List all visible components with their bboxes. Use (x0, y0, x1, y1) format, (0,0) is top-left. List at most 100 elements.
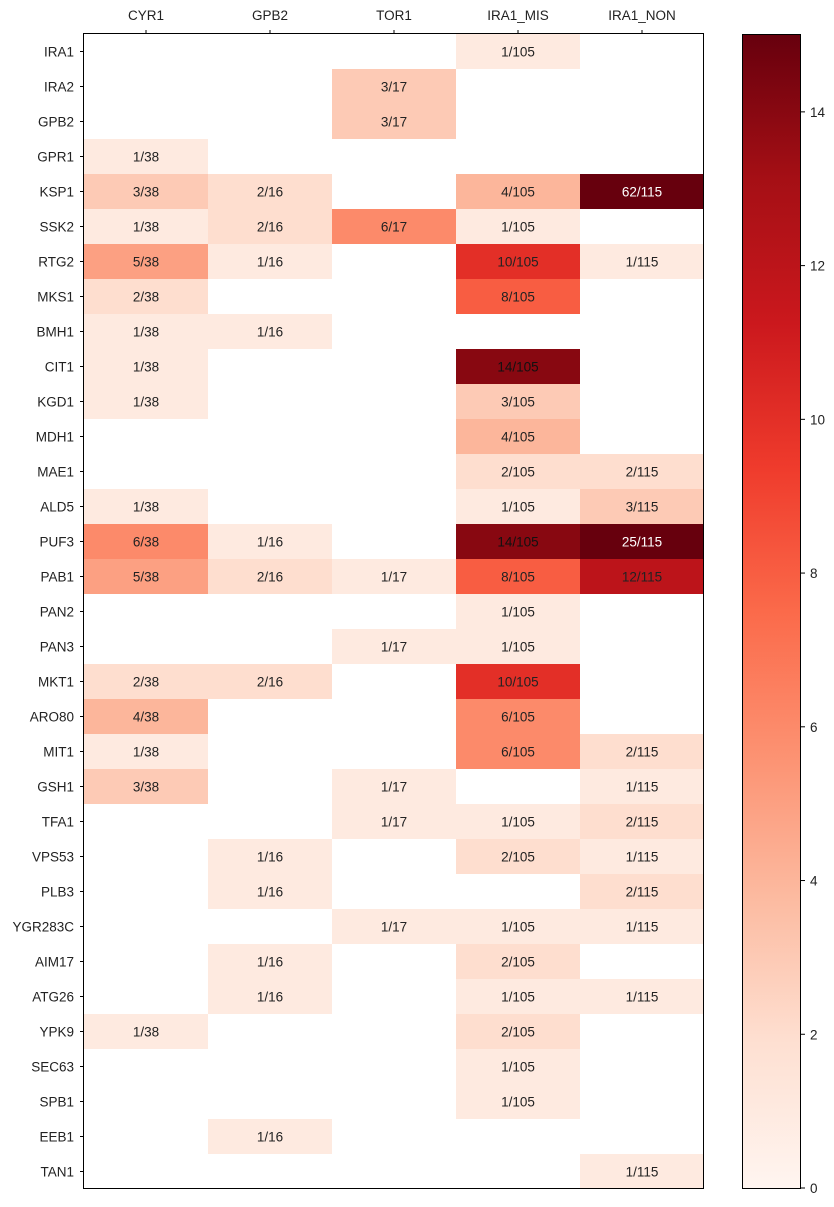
cell-label: 1/17 (381, 815, 407, 830)
cell-label: 1/105 (501, 605, 535, 620)
y-tick-label: ATG26 (32, 990, 74, 1005)
cell-label: 3/105 (501, 395, 535, 410)
cell-label: 1/115 (626, 990, 659, 1005)
x-tick-label: CYR1 (128, 8, 164, 23)
x-tick-label: TOR1 (376, 8, 412, 23)
heatmap-cell (456, 664, 580, 699)
heatmap-cell (84, 664, 208, 699)
heatmap-cell (84, 769, 208, 804)
heatmap-cell (456, 454, 580, 489)
cell-label: 1/16 (257, 955, 283, 970)
cell-label: 25/115 (622, 535, 662, 550)
heatmap-cell (580, 559, 704, 594)
y-tick-label: IRA1 (44, 45, 74, 60)
y-tick-label: VPS53 (32, 850, 74, 865)
y-axis: IRA1 IRA2 GPB2 GPR1 KSP1 SSK2 RTG2 MKS1 BMH1 CIT1… (12, 45, 84, 1180)
y-tick-label: SPB1 (39, 1095, 74, 1110)
y-tick-label: CIT1 (45, 360, 74, 375)
cell-label: 1/105 (501, 920, 535, 935)
heatmap-cell (580, 489, 704, 524)
heatmap-cell (208, 664, 332, 699)
heatmap-cell (456, 1084, 580, 1119)
colorbar-tick-label: 12 (810, 259, 825, 274)
heatmap-cell (208, 944, 332, 979)
y-tick-label: MDH1 (36, 430, 74, 445)
cell-label: 8/105 (501, 290, 535, 305)
heatmap-cell (456, 1049, 580, 1084)
colorbar-tick-label: 6 (810, 720, 818, 735)
y-tick-label: MKT1 (38, 675, 74, 690)
colorbar-ticks: 0 2 4 6 8 10 12 14 (801, 105, 826, 1196)
cell-label: 1/105 (501, 990, 535, 1005)
heatmap-cell (208, 244, 332, 279)
cell-label: 1/17 (381, 780, 407, 795)
cell-label: 1/16 (257, 850, 283, 865)
cell-label: 1/105 (501, 640, 535, 655)
heatmap-cell (208, 839, 332, 874)
heatmap-cell (456, 734, 580, 769)
cell-label: 4/105 (501, 185, 535, 200)
heatmap-cell (208, 524, 332, 559)
y-tick-label: EEB1 (39, 1130, 74, 1145)
x-tick-label: IRA1_NON (608, 8, 676, 23)
heatmap-cell (84, 209, 208, 244)
y-tick-label: PLB3 (41, 885, 74, 900)
y-tick-label: PAN3 (40, 640, 74, 655)
cell-label: 1/16 (257, 990, 283, 1005)
y-tick-label: ALD5 (40, 500, 74, 515)
y-tick-label: MIT1 (43, 745, 74, 760)
cell-label: 3/38 (133, 780, 159, 795)
heatmap-cell (456, 419, 580, 454)
heatmap-cell (456, 629, 580, 664)
y-tick-label: PUF3 (39, 535, 74, 550)
heatmap-cell (456, 699, 580, 734)
heatmap-cell (84, 524, 208, 559)
heatmap-cell (84, 174, 208, 209)
y-tick-label: PAB1 (40, 570, 74, 585)
cell-label: 2/105 (501, 955, 535, 970)
heatmap-cell (84, 139, 208, 174)
heatmap-cell (208, 979, 332, 1014)
y-tick-label: AIM17 (35, 955, 74, 970)
cell-label: 6/38 (133, 535, 159, 550)
cell-label: 1/105 (501, 815, 535, 830)
cell-label: 3/38 (133, 185, 159, 200)
heatmap-cell (580, 174, 704, 209)
heatmap-cell (332, 769, 456, 804)
heatmap-cell (332, 804, 456, 839)
heatmap-cell (332, 909, 456, 944)
heatmap-cell (580, 909, 704, 944)
heatmap-cell (84, 279, 208, 314)
heatmap-cell (456, 174, 580, 209)
heatmap-cell (208, 174, 332, 209)
heatmap-cell (580, 839, 704, 874)
cell-label: 1/38 (133, 1025, 159, 1040)
heatmap-cell (580, 804, 704, 839)
cell-label: 2/105 (501, 1025, 535, 1040)
cell-label: 2/115 (626, 745, 659, 760)
y-tick-label: SEC63 (31, 1060, 74, 1075)
x-tick-label: IRA1_MIS (487, 8, 549, 23)
heatmap-cell (84, 559, 208, 594)
cell-label: 1/115 (626, 255, 659, 270)
heatmap-cell (208, 559, 332, 594)
cell-label: 1/38 (133, 745, 159, 760)
heatmap-cell (580, 979, 704, 1014)
y-tick-label: IRA2 (44, 80, 74, 95)
heatmap-cell (580, 524, 704, 559)
heatmap-cell (456, 559, 580, 594)
heatmap-cell (84, 244, 208, 279)
cell-label: 1/38 (133, 220, 159, 235)
cell-label: 1/115 (626, 1165, 659, 1180)
cell-label: 14/105 (497, 535, 538, 550)
cell-label: 3/115 (626, 500, 659, 515)
cell-label: 2/38 (133, 290, 159, 305)
y-tick-label: ARO80 (30, 710, 74, 725)
cell-label: 1/38 (133, 150, 159, 165)
cell-label: 2/105 (501, 850, 535, 865)
cell-label: 2/115 (626, 465, 659, 480)
cell-label: 4/105 (501, 430, 535, 445)
colorbar-gradient (742, 34, 801, 1189)
cell-label: 1/105 (501, 45, 535, 60)
